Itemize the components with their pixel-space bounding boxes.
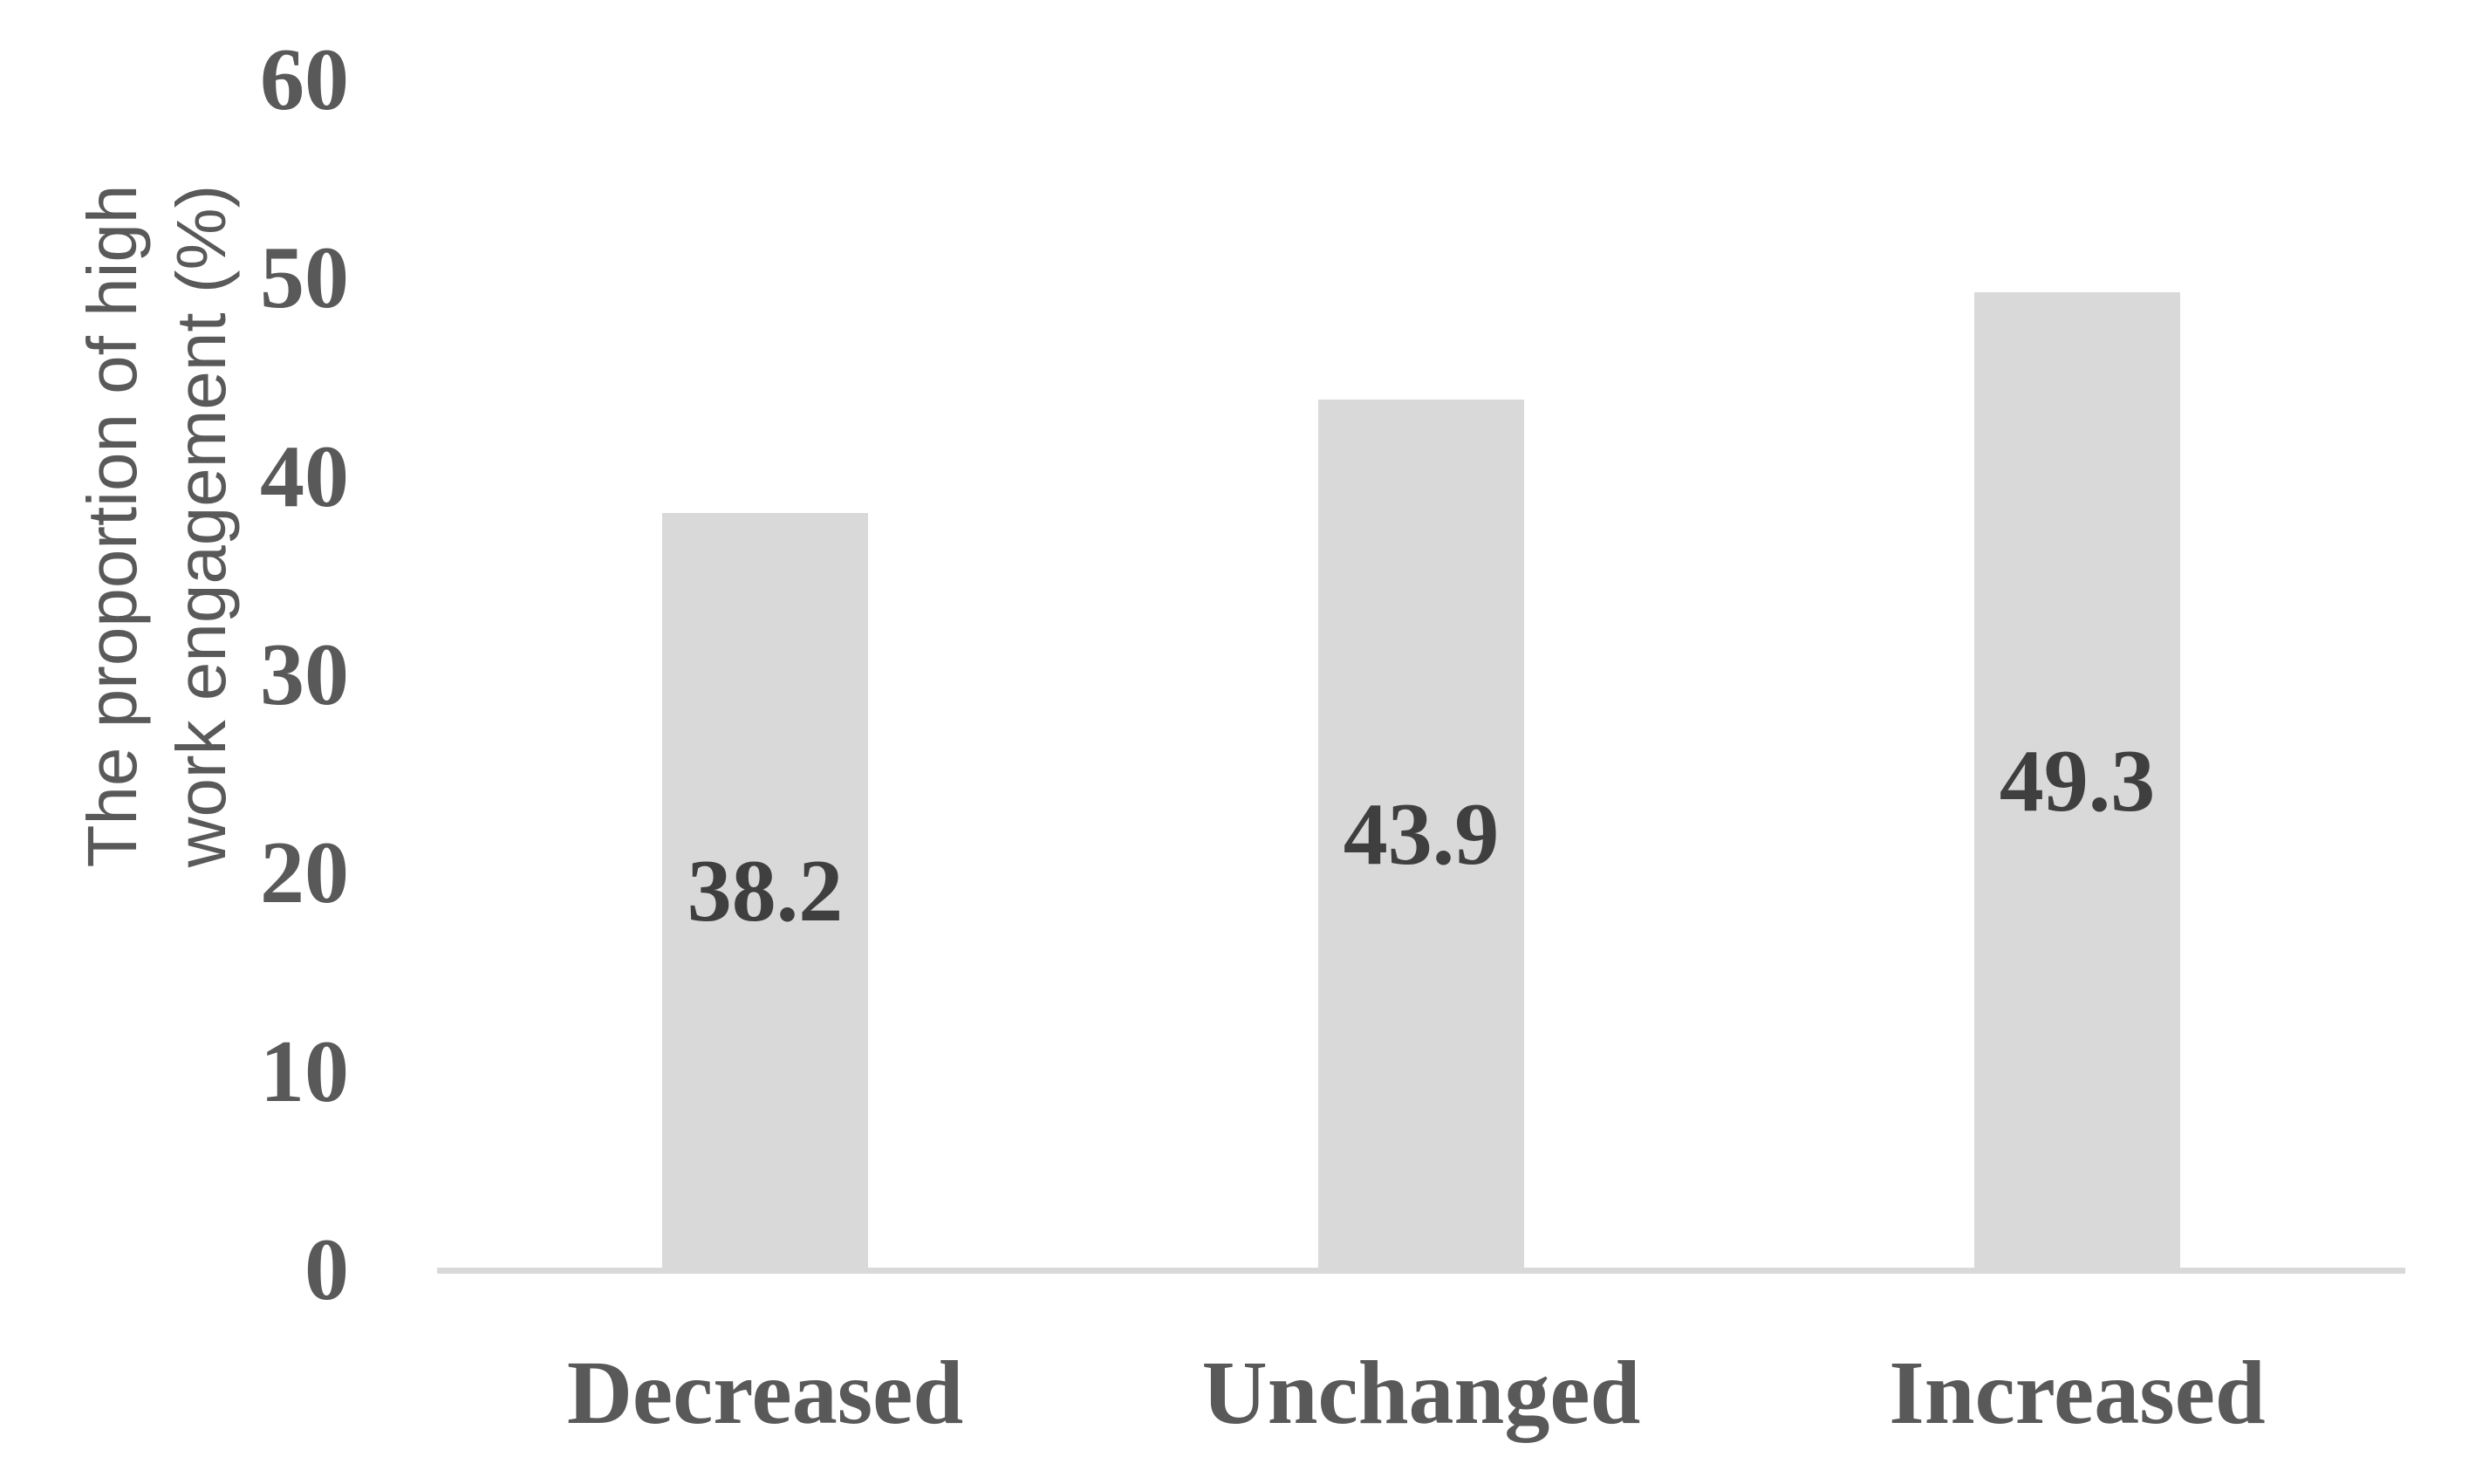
bar-value-label-unchanged: 43.9	[1343, 784, 1500, 884]
category-label-increased: Increased	[1889, 1343, 2266, 1443]
bar-increased: 49.3	[1974, 292, 2180, 1270]
bar-decreased: 38.2	[662, 512, 868, 1270]
bar-value-label-increased: 49.3	[1999, 731, 2156, 831]
y-tick-label-60: 60	[260, 31, 349, 129]
y-tick-label-40: 40	[260, 427, 349, 526]
y-tick-label-10: 10	[260, 1022, 349, 1121]
y-tick-label-30: 30	[260, 626, 349, 724]
y-tick-label-0: 0	[304, 1221, 349, 1319]
bar-value-label-decreased: 38.2	[687, 841, 844, 940]
category-label-unchanged: Unchanged	[1201, 1343, 1641, 1443]
y-tick-label-50: 50	[260, 229, 349, 328]
plot-area: 38.2 43.9 49.3	[437, 80, 2405, 1274]
y-tick-label-20: 20	[260, 824, 349, 923]
category-label-decreased: Decreased	[566, 1343, 964, 1443]
x-axis-line	[437, 1268, 2405, 1274]
bar-unchanged: 43.9	[1318, 400, 1524, 1270]
